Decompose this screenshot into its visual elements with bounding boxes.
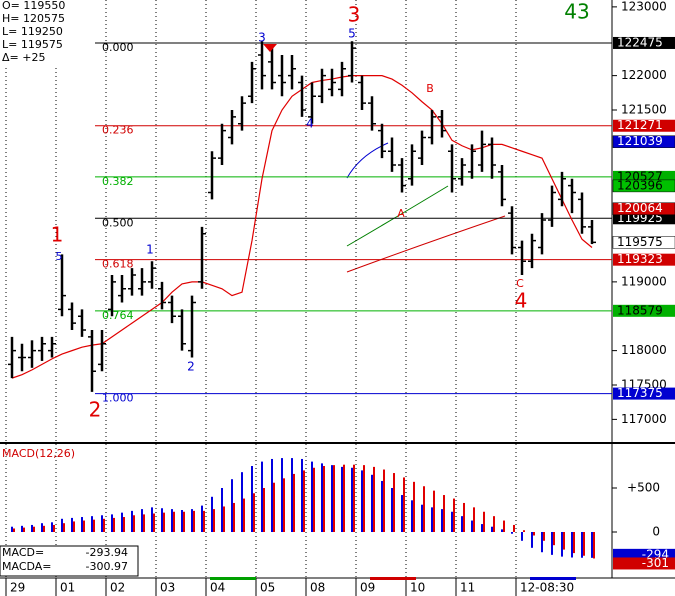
info-text: L= 119575 — [2, 38, 63, 51]
corner-label: 43 — [564, 0, 589, 24]
y-tick-label: 119000 — [621, 274, 667, 288]
readout-box — [0, 545, 139, 577]
session-strip — [370, 577, 416, 580]
wave-label: 5 — [56, 250, 63, 263]
x-tick-label: 12-08:30 — [520, 581, 574, 595]
info-box — [0, 0, 72, 66]
wave-label: 3 — [258, 31, 266, 45]
macd-box — [613, 557, 675, 570]
price-box — [612, 179, 675, 193]
wave-label: 4 — [515, 289, 528, 313]
price-box-label: 122475 — [617, 35, 663, 49]
price-box-label: 120396 — [617, 178, 663, 192]
x-tick-label: 02 — [110, 581, 125, 595]
price-box-label: 118579 — [617, 303, 663, 317]
price-box-label: 119575 — [617, 235, 663, 249]
x-tick-label: 11 — [460, 581, 475, 595]
fib-label: 0.500 — [102, 216, 134, 229]
wave-label: C — [516, 277, 524, 290]
x-tick-label: 04 — [210, 581, 225, 595]
info-text: H= 120575 — [2, 12, 65, 25]
top-marker — [263, 44, 277, 52]
fib-label: 0.618 — [102, 258, 134, 271]
fib-label: 0.764 — [102, 309, 134, 322]
readout-text: -293.94 — [86, 546, 128, 559]
fib-label: 0.236 — [102, 124, 134, 137]
x-tick-label: 08 — [310, 581, 325, 595]
price-box — [613, 387, 675, 400]
trend-arc — [346, 185, 449, 247]
price-box — [613, 119, 675, 132]
x-tick-label: 29 — [10, 581, 25, 595]
price-box-label: 117375 — [617, 386, 663, 400]
y-tick-label: 121500 — [621, 103, 667, 117]
readout-text: MACD= — [2, 546, 44, 559]
x-tick-label: 01 — [60, 581, 75, 595]
price-box-label: 119323 — [617, 252, 663, 266]
readout-text: -300.97 — [86, 560, 128, 573]
trend-arc — [346, 142, 389, 179]
info-text: L= 119250 — [2, 25, 63, 38]
y-tick-label: 117000 — [621, 412, 667, 426]
price-box — [613, 253, 675, 266]
price-box — [613, 36, 675, 49]
session-strip — [530, 577, 576, 580]
y-tick-label: 122000 — [621, 68, 667, 82]
info-text: Δ= +25 — [2, 51, 45, 64]
price-box — [613, 304, 675, 317]
wave-label: A — [397, 207, 405, 220]
info-text: O= 119550 — [2, 0, 65, 12]
wave-label: 1 — [146, 243, 154, 257]
x-tick-label: 05 — [260, 581, 275, 595]
trend-arc — [346, 215, 506, 273]
wave-label: 2 — [89, 398, 102, 422]
price-box — [612, 202, 675, 215]
x-tick-label: 03 — [160, 581, 175, 595]
macd-box-label: -301 — [642, 556, 669, 570]
price-box — [612, 236, 675, 249]
fib-label: 1.000 — [102, 392, 134, 405]
wave-label: 5 — [348, 27, 356, 41]
wave-label: 4 — [306, 117, 314, 131]
price-box — [612, 135, 675, 148]
wave-label: 1 — [51, 223, 64, 247]
price-box-label: 121039 — [617, 134, 663, 148]
wave-label: B — [426, 82, 434, 95]
session-strip — [210, 577, 256, 580]
macd-title: MACD(12,26) — [2, 447, 75, 460]
x-tick-label: 10 — [410, 581, 425, 595]
wave-label: 2 — [187, 360, 195, 374]
y-tick-label: 0 — [652, 524, 660, 538]
readout-text: MACDA= — [2, 560, 52, 573]
fib-label: 0.000 — [102, 41, 134, 54]
price-box-label: 121271 — [617, 118, 663, 132]
price-box — [613, 212, 675, 225]
x-tick-label: 09 — [360, 581, 375, 595]
y-tick-label: +500 — [627, 480, 660, 494]
y-tick-label: 123000 — [621, 0, 667, 13]
wave-label: 3 — [348, 3, 361, 27]
price-box-label: 120064 — [617, 201, 663, 215]
y-tick-label: 118000 — [621, 343, 667, 357]
fib-label: 0.382 — [102, 175, 134, 188]
